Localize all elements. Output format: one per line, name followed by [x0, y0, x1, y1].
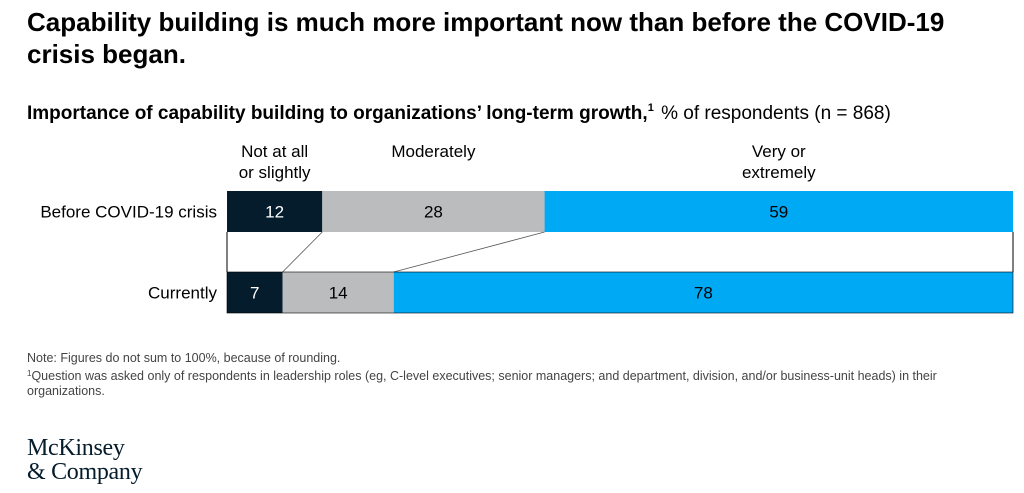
chart-subtitle: Importance of capability building to org… [27, 96, 1017, 126]
subtitle-main: Importance of capability building to org… [27, 103, 648, 124]
data-label-moderately-before-covid-19-crisis: 28 [424, 203, 443, 222]
bar-very-or-extremely-currently [393, 272, 1013, 313]
bar-moderately-currently [282, 272, 394, 313]
stacked-bar-chart: 12 28 59 Before COVID-19 crisis 7 14 78 Current… [40, 142, 1014, 314]
connector-line-1 [282, 231, 323, 273]
note-text: Note: Figures do not sum to 100%, becaus… [27, 351, 341, 365]
category-label-before-covid-19-crisis: Before COVID-19 crisis [40, 203, 217, 222]
footnote-mark: 1 [27, 369, 32, 378]
data-label-not-at-all-or-slightly-before-covid-19-crisis: 12 [265, 203, 284, 222]
data-label-very-or-extremely-currently: 78 [694, 284, 713, 303]
data-label-not-at-all-or-slightly-currently: 7 [250, 284, 259, 303]
legend-label-very-or-extremely-line-2: extremely [742, 163, 816, 182]
data-label-very-or-extremely-before-covid-19-crisis: 59 [769, 203, 788, 222]
mckinsey-logo: McKinsey & Company [27, 435, 143, 485]
footnote-body: Question was asked only of respondents i… [27, 369, 937, 398]
subtitle-unit: % of respondents (n = 868) [655, 103, 891, 124]
chart-notes: Note: Figures do not sum to 100%, becaus… [27, 351, 1007, 399]
legend-label-moderately-line-1: Moderately [391, 142, 476, 161]
bar-moderately-before-covid-19-crisis [322, 191, 545, 232]
category-label-currently: Currently [148, 284, 217, 303]
bar-not-at-all-or-slightly-before-covid-19-crisis [227, 191, 323, 232]
subtitle-footnote-mark: 1 [647, 102, 654, 114]
legend-label-not-at-all-or-slightly-line-1: Not at all [241, 142, 308, 161]
footnote-text: 1Question was asked only of respondents … [27, 366, 1007, 399]
legend-label-not-at-all-or-slightly-line-2: or slightly [239, 163, 311, 182]
bar-outline-currently [226, 271, 1014, 314]
connector-line-2 [393, 231, 545, 273]
bar-very-or-extremely-before-covid-19-crisis [544, 191, 1013, 232]
chart-title: Capability building is much more importa… [27, 7, 945, 69]
logo-line-1: McKinsey [27, 435, 125, 461]
logo-line-2: & Company [27, 459, 143, 485]
bar-not-at-all-or-slightly-currently [227, 272, 283, 313]
data-label-moderately-currently: 14 [329, 284, 348, 303]
legend-label-very-or-extremely-line-1: Very or [752, 142, 806, 161]
